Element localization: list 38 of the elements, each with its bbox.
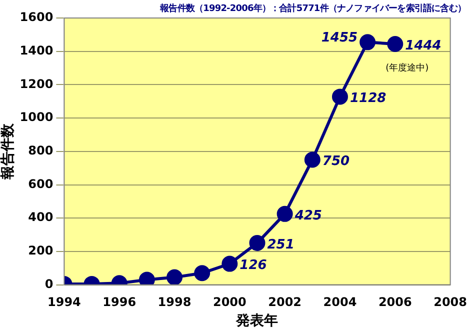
- y-tick-label: 1000: [20, 110, 54, 124]
- data-label: 1455: [321, 30, 358, 46]
- x-tick-label: 2006: [378, 295, 412, 310]
- point: [138, 272, 155, 285]
- y-tick-label: 1200: [20, 76, 54, 91]
- point: [166, 269, 183, 285]
- chart-title: 報告件数（1992-2006年）：合計5771件（ナノファイバーを索引語に含む）: [160, 2, 466, 15]
- y-tick-label: 0: [44, 276, 54, 291]
- data-label: 126: [240, 258, 267, 274]
- x-tick-label: 1994: [47, 295, 81, 310]
- point: [276, 206, 293, 222]
- y-tick-label: 200: [28, 244, 54, 258]
- data-label: 750: [322, 154, 350, 170]
- x-tick-label: 2002: [268, 295, 302, 310]
- data-label: 1128: [350, 91, 386, 106]
- y-tick-label: 1400: [20, 43, 54, 58]
- point: [222, 256, 238, 272]
- x-tick-label: 2008: [434, 295, 468, 310]
- y-axis-title: 報告件数: [0, 122, 16, 180]
- point: [249, 234, 266, 251]
- point: [360, 34, 376, 50]
- data-label: 425: [294, 208, 322, 224]
- annotation: (年度途中): [386, 62, 429, 74]
- point: [387, 36, 404, 52]
- y-tick-label: 600: [28, 176, 54, 191]
- x-tick-label: 1996: [102, 295, 136, 310]
- x-axis-title: 発表年: [235, 313, 278, 330]
- data-label: 251: [267, 237, 294, 252]
- y-tick-label: 400: [28, 210, 54, 224]
- y-tick-label: 800: [28, 144, 54, 158]
- point: [194, 265, 210, 282]
- point: [332, 88, 348, 105]
- x-tick-label: 1998: [158, 295, 192, 310]
- data-label: 1444: [405, 38, 442, 54]
- x-tick-label: 2000: [212, 295, 246, 310]
- point: [304, 152, 320, 168]
- x-tick-label: 2004: [323, 295, 357, 310]
- y-tick-label: 1600: [20, 10, 54, 24]
